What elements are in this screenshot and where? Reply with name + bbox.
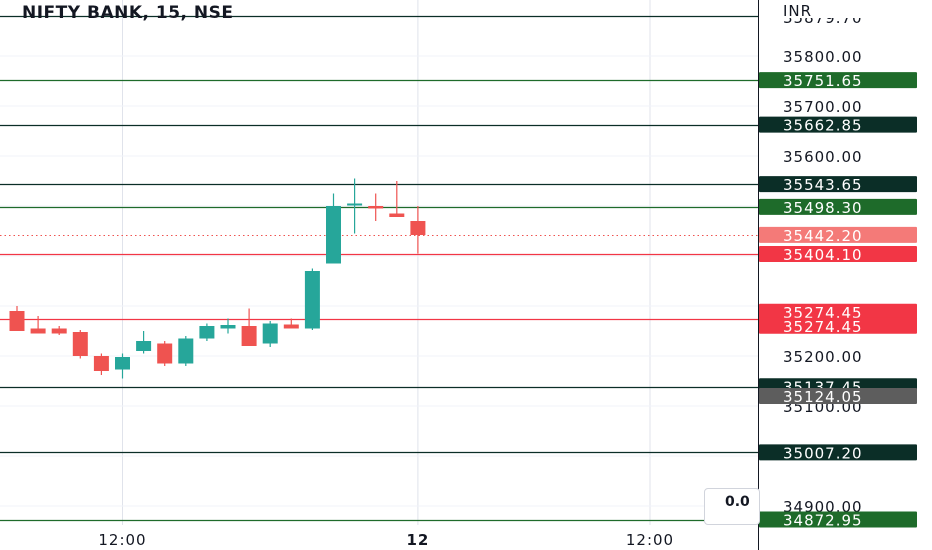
price-badge-label-12: 34872.95 <box>783 512 863 530</box>
price-badge-11: 35007.20 <box>759 444 917 462</box>
price-tick-label-3: 35200.00 <box>783 348 863 366</box>
time-axis[interactable]: 12:00 12 12:00 <box>98 531 674 549</box>
candle-body-19 <box>410 221 426 235</box>
price-badge-3: 35543.65 <box>759 176 917 194</box>
price-badge-7: 35274.45 <box>759 303 917 322</box>
price-badge-bg-12 <box>759 511 917 528</box>
price-tick-label-0: 35800.00 <box>783 48 863 66</box>
price-badge-bg-7 <box>759 303 917 320</box>
price-badge-bg-2 <box>759 116 917 133</box>
time-tick-label-1: 12 <box>406 531 429 549</box>
candle-body-15 <box>326 206 341 264</box>
price-badge-10: 35124.05 <box>759 387 917 406</box>
price-badge-label-7: 35274.45 <box>783 304 863 322</box>
candle-body-4 <box>93 356 109 371</box>
candle-body-3 <box>72 332 88 356</box>
price-badge-bg-6 <box>759 245 917 262</box>
price-badge-bg-8 <box>759 317 917 334</box>
candlestick-series <box>9 178 426 379</box>
overlay-value-box[interactable]: 0.0 <box>704 488 760 525</box>
price-badge-bg-10 <box>759 387 917 404</box>
price-badge-1: 35751.65 <box>759 72 917 90</box>
price-badges: 35751.65 35662.85 35543.65 35498.30 35442.20… <box>759 72 917 530</box>
candle-body-8 <box>178 338 194 364</box>
price-tick-label-1: 35700.00 <box>783 98 863 116</box>
candle-body-16 <box>347 203 363 206</box>
price-badge-label-5: 35442.20 <box>783 227 863 245</box>
price-badge-label-1: 35751.65 <box>783 72 863 90</box>
price-level-lines <box>0 15 758 522</box>
candle-body-0 <box>9 311 25 331</box>
chart-title: NIFTY BANK, 15, NSE <box>22 3 234 23</box>
price-badge-label-4: 35498.30 <box>783 199 863 217</box>
price-badge-label-10: 35124.05 <box>783 388 863 406</box>
candle-body-14 <box>304 271 320 329</box>
candle-body-12 <box>262 323 278 344</box>
price-badge-2: 35662.85 <box>759 116 917 135</box>
chart-grid <box>0 0 758 525</box>
candle-body-6 <box>136 341 152 351</box>
price-badge-5: 35442.20 <box>759 226 917 245</box>
price-badge-label-2: 35662.85 <box>783 117 863 135</box>
price-badge-label-6: 35404.10 <box>783 246 863 264</box>
price-badge-bg-1 <box>759 72 917 89</box>
candle-body-17 <box>368 206 384 209</box>
price-badge-8: 35274.45 <box>759 317 917 336</box>
price-badge-4: 35498.30 <box>759 198 917 217</box>
time-tick-label-0: 12:00 <box>98 531 146 549</box>
price-tick-label-5: 34900.00 <box>783 498 863 516</box>
price-badge-label-11: 35007.20 <box>783 444 863 462</box>
time-tick-label-2: 12:00 <box>626 531 674 549</box>
candle-body-18 <box>389 213 405 217</box>
price-badge-6: 35404.10 <box>759 245 917 264</box>
price-badge-bg-11 <box>759 444 917 461</box>
price-badge-bg-5 <box>759 226 917 243</box>
candle-body-10 <box>220 325 236 329</box>
price-badge-12: 34872.95 <box>759 511 917 530</box>
candle-body-5 <box>115 357 130 370</box>
price-badge-bg-3 <box>759 176 917 193</box>
candle-body-9 <box>199 326 215 339</box>
candle-body-2 <box>51 328 67 334</box>
price-badge-label-3: 35543.65 <box>783 176 863 194</box>
price-axis[interactable]: 35800.0035700.0035600.0035200.0035100.00… <box>760 0 932 516</box>
price-badge-bg-4 <box>759 198 917 215</box>
currency-label: INR <box>783 2 812 20</box>
candle-body-7 <box>157 343 173 364</box>
currency-label-bg <box>760 0 932 18</box>
candle-body-11 <box>241 326 257 346</box>
candle-body-13 <box>283 324 299 329</box>
candle-body-1 <box>30 328 46 334</box>
price-tick-label-2: 35600.00 <box>783 148 863 166</box>
price-badge-label-8: 35274.45 <box>783 318 863 336</box>
